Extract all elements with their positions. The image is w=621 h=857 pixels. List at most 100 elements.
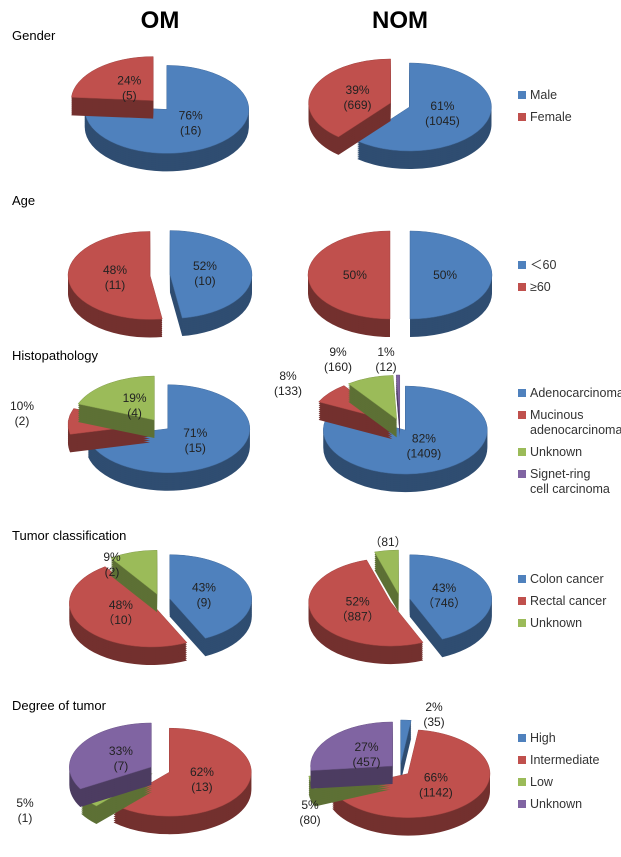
data-label: 71% (15)	[183, 426, 207, 455]
pie-slice--60	[67, 231, 163, 338]
legend-swatch	[518, 800, 526, 808]
data-label: 50%	[433, 268, 457, 282]
legend-entry: Adenocarcinoma	[530, 386, 621, 400]
legend-entry: Mucinous adenocarcinoma	[530, 408, 621, 437]
pie-slice-unknown	[347, 375, 397, 438]
data-label: 48% (11)	[103, 263, 127, 292]
pie-slice-adenocarcinoma	[87, 384, 251, 491]
pie-slice-intermediate	[331, 729, 491, 836]
data-label: 50%	[343, 268, 367, 282]
legend-swatch	[518, 261, 526, 269]
legend-swatch	[518, 91, 526, 99]
pie-slice-high	[400, 719, 412, 783]
legend-swatch	[518, 756, 526, 764]
pie-slice-unknown	[69, 722, 152, 807]
pie-om-age: 52% (10) 48% (11)	[67, 230, 253, 338]
legend-swatch	[518, 448, 526, 456]
section-title: Degree of tumor	[12, 698, 107, 713]
data-label: 82% (1409)	[407, 432, 442, 461]
pie-slice-colon-cancer	[409, 554, 493, 658]
data-label: 9% (160)	[324, 345, 352, 374]
data-label: 61% (1045)	[425, 99, 460, 128]
pie-om-histopathology: 71% (15) 10% (2) 19% (4)	[10, 375, 251, 491]
data-label: 10% (2)	[10, 399, 34, 428]
pie-slice-rectal-cancer	[69, 566, 188, 665]
pie-slice--60	[307, 230, 391, 337]
data-label: 52% (10)	[193, 259, 217, 288]
legend-entry: High	[530, 731, 556, 745]
column-title-nom: NOM	[372, 7, 428, 34]
legend-entry: Signet-ring cell carcinoma	[530, 467, 610, 496]
legend-swatch	[518, 283, 526, 291]
data-label: 66% (1142)	[419, 771, 453, 800]
pie-slice-unknown	[310, 721, 393, 789]
legend-entry: Female	[530, 110, 572, 124]
pie-nom-tumor-classification: 43%（746） 52%（887） （81）	[308, 535, 493, 665]
pie-slice-unknown	[110, 550, 158, 613]
pie-slice-signet-ring-cell-carcinoma	[395, 374, 401, 438]
pie-slice--60	[409, 230, 493, 337]
data-label: 52%（887）	[336, 594, 380, 623]
pie-slice-female	[308, 58, 391, 155]
pie-slice-male	[356, 62, 492, 170]
legend-swatch	[518, 619, 526, 627]
pie-slice-adenocarcinoma	[323, 385, 488, 493]
section-title: Gender	[12, 28, 56, 43]
legend-entry: ≥60	[530, 280, 551, 294]
legend-swatch	[518, 113, 526, 121]
legend-swatch	[518, 389, 526, 397]
pie-slice-unknown	[77, 375, 155, 439]
legend-entry: Intermediate	[530, 753, 600, 767]
legend-swatch	[518, 470, 526, 478]
legend-entry: Colon cancer	[530, 572, 604, 586]
data-label: 27% (457)	[352, 740, 380, 769]
data-label: 62% (13)	[190, 765, 214, 794]
pie-nom-age: 50% 50%	[307, 230, 493, 337]
data-label: 43%（746）	[422, 581, 466, 610]
legend-entry: Unknown	[530, 616, 582, 630]
legend-swatch	[518, 778, 526, 786]
data-label: 76% (16)	[179, 109, 203, 138]
legend-swatch	[518, 734, 526, 742]
pie-om-degree-of-tumor: 62% (13) 5% (1) 33% (7)	[16, 722, 252, 835]
pie-slice-colon-cancer	[169, 554, 252, 657]
legend-swatch	[518, 575, 526, 583]
legend-entry: Unknown	[530, 445, 582, 459]
legend-entry: Low	[530, 775, 554, 789]
pie-slice--60	[169, 230, 253, 337]
pie-nom-gender: 61% (1045) 39% (669)	[308, 58, 492, 170]
pie-om-tumor-classification: 43% (9) 48%（10） 9% (2)	[69, 550, 252, 665]
pie-om-gender: 76% (16) 24% (5)	[71, 56, 250, 172]
pie-slice-male	[84, 65, 250, 172]
data-label: 5% (1)	[16, 796, 34, 825]
data-label: 39% (669)	[344, 83, 372, 112]
legend-entry: Rectal cancer	[530, 594, 606, 608]
data-label: 24% (5)	[117, 73, 141, 102]
data-label: 9% (2)	[103, 550, 121, 579]
data-label: （81）	[369, 535, 406, 549]
legend-swatch	[518, 597, 526, 605]
section-title: Age	[12, 193, 35, 208]
legend-entry: Unknown	[530, 797, 582, 811]
data-label: 5% (80)	[299, 798, 320, 827]
pie-nom-degree-of-tumor: 2% (35) 66% (1142) 5% (80) 27% (457)	[299, 700, 491, 836]
data-label: 43% (9)	[192, 581, 216, 610]
section-title: Histopathology	[12, 348, 98, 363]
pie-slice-female	[71, 56, 154, 119]
data-label: 8% (133)	[274, 369, 302, 398]
data-label: 19% (4)	[123, 391, 147, 420]
data-label: 48%（10）	[102, 598, 139, 627]
pie-slice-intermediate	[113, 727, 252, 835]
pie-slice-unknown	[374, 549, 399, 613]
legend-entry: ＜60	[530, 258, 556, 272]
data-label: 33% (7)	[109, 744, 133, 773]
section-title: Tumor classification	[12, 528, 126, 543]
data-label: 1% (12)	[375, 345, 396, 374]
pie-nom-histopathology: 82% (1409) 8% (133) 9% (160) 1% (12)	[274, 345, 488, 493]
data-label: 2% (35)	[423, 700, 444, 729]
pie-slice-rectal-cancer	[308, 559, 424, 665]
column-title-om: OM	[141, 7, 180, 34]
legend-entry: Male	[530, 88, 557, 102]
